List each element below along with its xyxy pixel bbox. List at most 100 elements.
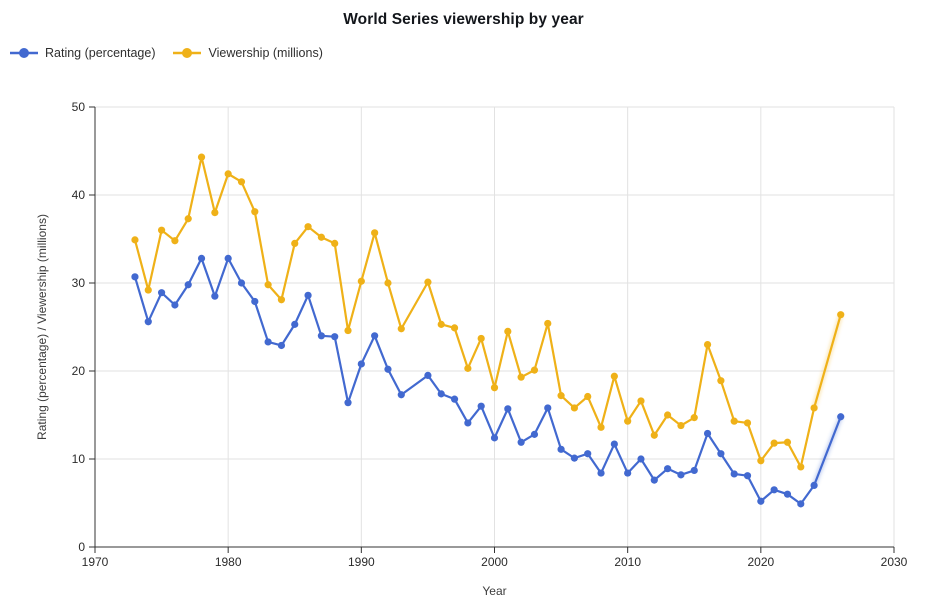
data-point-viewership: [131, 236, 139, 244]
data-point-rating: [837, 413, 845, 421]
data-point-viewership: [557, 392, 565, 400]
y-tick-label: 40: [72, 188, 86, 202]
data-point-viewership: [317, 233, 325, 241]
data-point-viewership: [757, 457, 765, 465]
data-point-rating: [504, 405, 512, 413]
x-tick-label: 2030: [881, 555, 908, 569]
data-point-viewership: [690, 414, 698, 422]
data-point-rating: [144, 318, 152, 326]
data-point-viewership: [424, 278, 432, 286]
data-point-viewership: [517, 373, 525, 381]
data-point-viewership: [597, 423, 605, 431]
data-point-viewership: [277, 296, 286, 304]
legend-item-rating[interactable]: Rating (percentage): [10, 46, 155, 60]
data-point-viewership: [464, 364, 472, 372]
legend-marker-dot: [182, 48, 193, 58]
data-point-rating: [264, 338, 272, 346]
legend-line-marker-icon: [10, 48, 38, 58]
data-point-rating: [291, 320, 299, 328]
data-point-viewership: [837, 311, 845, 319]
data-point-viewership: [677, 421, 685, 430]
data-point-rating: [251, 297, 259, 306]
data-point-rating: [743, 472, 752, 480]
data-point-viewership: [291, 239, 299, 247]
series-lines: [131, 153, 845, 508]
legend-item-label: Rating (percentage): [45, 46, 156, 60]
chart-title: World Series viewership by year: [343, 11, 584, 28]
data-point-viewership: [211, 209, 219, 217]
data-point-viewership: [610, 372, 618, 380]
grid-lines: [94, 106, 895, 548]
data-point-rating: [384, 365, 392, 373]
data-point-rating: [397, 391, 405, 399]
data-point-viewership: [331, 239, 339, 247]
data-point-viewership: [783, 438, 792, 446]
data-point-rating: [530, 430, 539, 438]
data-point-rating: [490, 434, 499, 442]
data-point-rating: [690, 466, 698, 475]
data-point-viewership: [357, 277, 365, 285]
data-point-rating: [664, 465, 672, 473]
data-point-viewership: [504, 327, 512, 335]
data-point-rating: [224, 254, 232, 262]
x-tick-label: 2000: [481, 555, 508, 569]
y-tick-label: 20: [72, 364, 86, 378]
data-point-rating: [464, 419, 472, 427]
data-point-viewership: [144, 286, 152, 294]
data-point-rating: [477, 402, 485, 410]
data-point-rating: [610, 440, 618, 448]
data-point-rating: [557, 445, 565, 453]
data-point-viewership: [304, 223, 312, 231]
series-line-rating: [133, 257, 842, 505]
data-point-rating: [624, 469, 632, 477]
data-point-rating: [184, 281, 192, 289]
data-point-viewership: [624, 417, 632, 425]
data-point-rating: [797, 500, 805, 508]
data-point-viewership: [344, 326, 352, 335]
x-tick-label: 1990: [348, 555, 375, 569]
data-point-viewership: [197, 153, 206, 161]
data-point-viewership: [157, 226, 166, 234]
data-point-rating: [131, 273, 139, 281]
data-point-rating: [570, 454, 579, 462]
data-point-viewership: [171, 237, 179, 245]
data-point-viewership: [584, 392, 592, 401]
data-point-viewership: [237, 178, 246, 186]
x-tick-label: 2010: [614, 555, 641, 569]
data-point-viewership: [477, 334, 485, 343]
axes: [89, 106, 895, 553]
data-point-viewership: [717, 377, 725, 385]
x-tick-label: 2020: [747, 555, 774, 569]
data-point-viewership: [703, 341, 712, 349]
data-point-viewership: [770, 439, 778, 447]
data-point-viewership: [490, 384, 499, 392]
legend-marker-dot: [19, 48, 29, 58]
legend-item-label: Viewership (millions): [208, 46, 323, 60]
data-point-rating: [211, 292, 219, 300]
data-point-viewership: [664, 411, 672, 419]
data-point-rating: [757, 497, 765, 505]
data-point-viewership: [397, 325, 405, 333]
data-point-rating: [703, 429, 712, 438]
data-point-rating: [317, 332, 325, 340]
data-point-rating: [717, 450, 725, 458]
legend-item-viewership[interactable]: Viewership (millions): [173, 46, 323, 60]
data-point-rating: [517, 438, 525, 446]
data-point-rating: [277, 341, 286, 350]
data-point-rating: [637, 455, 645, 463]
data-point-rating: [157, 289, 166, 297]
data-point-viewership: [530, 366, 539, 374]
data-point-viewership: [251, 208, 259, 216]
y-tick-label: 0: [78, 540, 85, 554]
data-point-viewership: [544, 319, 552, 328]
data-point-rating: [810, 481, 818, 489]
data-point-viewership: [224, 170, 232, 178]
x-tick-label: 1970: [82, 555, 109, 569]
data-point-rating: [197, 254, 206, 262]
data-point-viewership: [570, 404, 579, 412]
data-point-rating: [304, 291, 312, 299]
data-point-viewership: [371, 229, 379, 237]
y-tick-label: 30: [72, 276, 86, 290]
axis-labels: 1970 1980 1990 2000 2010 2020 203001020304050Y…: [35, 100, 908, 598]
y-tick-label: 50: [72, 100, 86, 114]
